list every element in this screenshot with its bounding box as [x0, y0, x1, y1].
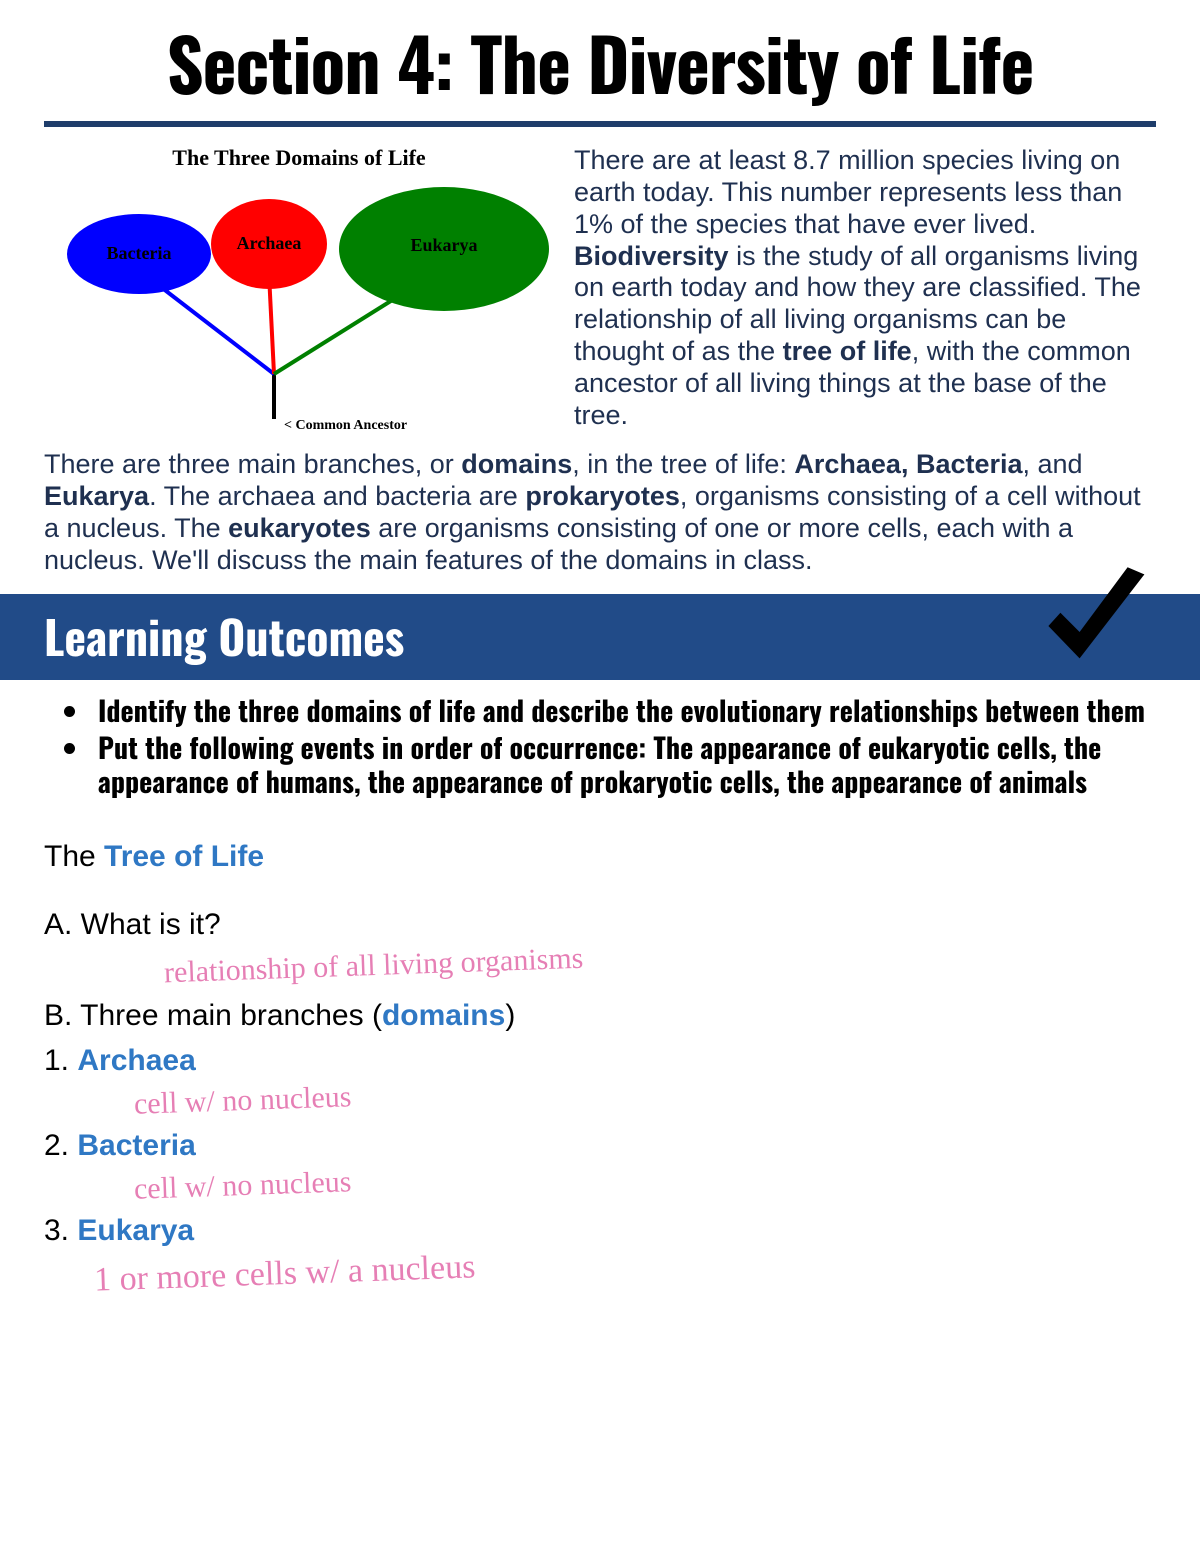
bold-domains: domains	[461, 449, 572, 479]
diagram-title: The Three Domains of Life	[44, 145, 554, 171]
branch-1-name: Archaea	[77, 1044, 195, 1077]
notes-heading: The Tree of Life	[44, 837, 1156, 878]
question-a: A. What is it?	[44, 905, 1156, 946]
answer-2-handwritten: cell w/ no nucleus	[133, 1163, 352, 1211]
eukarya-label: Eukarya	[410, 235, 477, 255]
qb-pre: B. Three main branches (	[44, 999, 382, 1032]
outcome-item: Identify the three domains of life and d…	[92, 694, 1156, 728]
bold-domain-list: Archaea, Bacteria	[794, 449, 1022, 479]
answer-a-handwritten: relationship of all living organisms	[163, 939, 584, 994]
answer-3-handwritten: 1 or more cells w/ a nucleus	[93, 1245, 476, 1304]
branch-2: 2. Bacteria	[44, 1126, 1156, 1167]
bacteria-label: Bacteria	[107, 243, 172, 263]
banner-wrap: Learning Outcomes	[0, 594, 1200, 680]
qb-highlight: domains	[382, 999, 505, 1032]
three-domains-diagram: Bacteria Archaea Eukarya < Common Ancest…	[44, 179, 554, 439]
outcome-item: Put the following events in order of occ…	[92, 731, 1156, 799]
archaea-branch	[269, 274, 274, 374]
archaea-label: Archaea	[237, 233, 302, 253]
bold-prokaryotes: prokaryotes	[525, 481, 680, 511]
notes-heading-highlight: Tree of Life	[104, 840, 264, 873]
para-text: . The archaea and bacteria are	[149, 481, 525, 511]
intro-paragraph: There are at least 8.7 million species l…	[574, 145, 1156, 439]
learning-outcomes-banner: Learning Outcomes	[0, 594, 1200, 680]
bold-eukarya: Eukarya	[44, 481, 149, 511]
outcomes-list: Identify the three domains of life and d…	[0, 680, 1200, 798]
para-text: , in the tree of life:	[572, 449, 794, 479]
bold-tree-of-life: tree of life	[783, 336, 912, 366]
section-title: Section 4: The Diversity of Life	[0, 0, 1200, 115]
bold-eukaryotes: eukaryotes	[228, 513, 371, 543]
para-text: There are three main branches, or	[44, 449, 461, 479]
top-row: The Three Domains of Life Bacteria Archa…	[0, 127, 1200, 439]
branch-3-num: 3.	[44, 1214, 77, 1247]
notes-heading-pre: The	[44, 840, 104, 873]
question-b: B. Three main branches (domains)	[44, 996, 1156, 1037]
branch-2-name: Bacteria	[77, 1129, 195, 1162]
para-text: , and	[1023, 449, 1083, 479]
ancestor-label: < Common Ancestor	[284, 418, 407, 433]
bold-biodiversity: Biodiversity	[574, 241, 729, 271]
branch-3-name: Eukarya	[77, 1214, 194, 1247]
domains-paragraph: There are three main branches, or domain…	[0, 439, 1200, 576]
branch-1-num: 1.	[44, 1044, 77, 1077]
qb-post: )	[505, 999, 515, 1032]
answer-1-handwritten: cell w/ no nucleus	[133, 1078, 352, 1126]
branch-2-num: 2.	[44, 1129, 77, 1162]
para-text: There are at least 8.7 million species l…	[574, 145, 1122, 239]
branch-3: 3. Eukarya	[44, 1211, 1156, 1252]
branch-1: 1. Archaea	[44, 1041, 1156, 1082]
checkmark-icon	[1034, 560, 1154, 680]
notes-section: The Tree of Life A. What is it? relation…	[0, 801, 1200, 1297]
diagram-column: The Three Domains of Life Bacteria Archa…	[44, 145, 554, 439]
